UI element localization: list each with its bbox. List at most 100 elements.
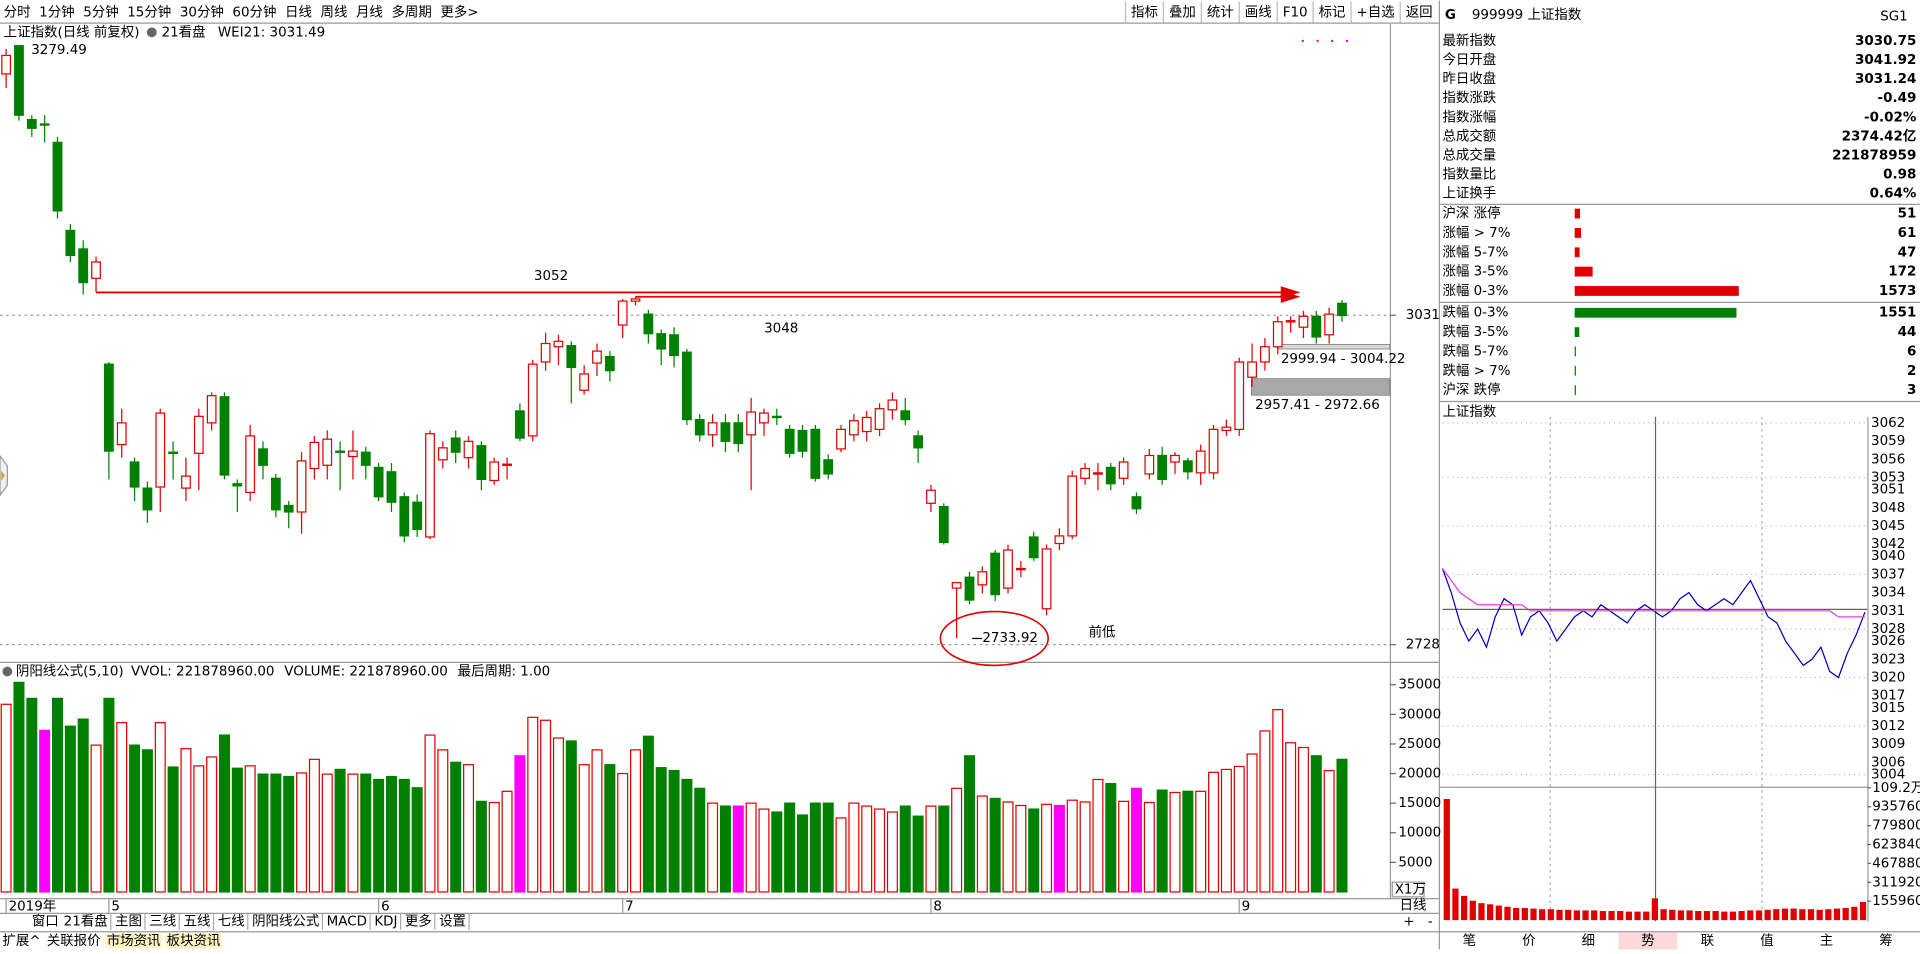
annotation-arrow: [1280, 290, 1301, 303]
intraday-volume-bar: [1547, 909, 1554, 921]
bottom-tab[interactable]: 更多: [405, 912, 432, 929]
period-tab[interactable]: 日线: [285, 5, 312, 21]
candle-body: [938, 505, 949, 544]
period-tab[interactable]: 15分钟: [127, 4, 171, 21]
period-tab[interactable]: 多周期: [391, 4, 431, 21]
volume-readout: VVOL: 221878960.00: [131, 665, 275, 680]
intraday-volume-bar: [1443, 798, 1450, 921]
tool-button[interactable]: 统计: [1207, 5, 1234, 21]
period-label[interactable]: 日线: [1400, 897, 1427, 913]
candle-body: [476, 445, 487, 480]
volume-bar: [347, 773, 359, 893]
period-tab[interactable]: 1分钟: [39, 4, 74, 21]
bottom-tab[interactable]: 七线: [218, 913, 245, 929]
tool-button[interactable]: 标记: [1319, 5, 1346, 21]
candle-body: [206, 395, 217, 424]
side-button[interactable]: 值: [1760, 933, 1773, 949]
side-button[interactable]: 势: [1641, 933, 1654, 949]
volume-readout: VOLUME: 221878960.00: [284, 665, 448, 680]
breadth-label: 沪深 涨停: [1442, 205, 1500, 222]
intraday-tick-label: 3062: [1871, 416, 1905, 431]
candle-body: [181, 475, 191, 489]
candle-body: [245, 435, 256, 494]
status-item[interactable]: 扩展^: [2, 933, 40, 949]
volume-bar: [77, 718, 89, 893]
tool-button[interactable]: F10: [1283, 6, 1308, 21]
candle-body: [1080, 467, 1090, 479]
period-tab[interactable]: 更多>: [440, 4, 478, 21]
side-button[interactable]: 细: [1582, 933, 1595, 949]
low-label: 2733.92: [982, 631, 1038, 646]
intraday-volume-bar: [1625, 911, 1632, 921]
status-item[interactable]: 市场资讯: [107, 932, 161, 949]
volume-bar: [26, 697, 38, 893]
period-tab[interactable]: 分时: [4, 5, 31, 21]
intraday-volume-bar: [1669, 909, 1676, 921]
volume-bar: [1297, 746, 1309, 893]
candle-body: [682, 351, 692, 421]
intraday-tick-label: 3028: [1871, 622, 1905, 637]
candle-body: [322, 438, 333, 466]
bottom-tab[interactable]: MACD: [327, 914, 367, 929]
tool-button[interactable]: 返回: [1406, 5, 1433, 21]
period-tab[interactable]: 月线: [356, 5, 383, 21]
zoom-button[interactable]: +: [1403, 914, 1414, 929]
candle-body: [360, 451, 371, 466]
period-tab[interactable]: 5分钟: [83, 4, 118, 21]
zoom-button[interactable]: -: [1428, 914, 1433, 929]
side-button[interactable]: 主: [1820, 933, 1833, 949]
volume-bar: [822, 802, 834, 893]
intraday-volume-bar: [1521, 907, 1528, 921]
intraday-title: 上证指数: [1442, 404, 1496, 420]
volume-icon: [2, 666, 13, 677]
breadth-bar: [1574, 286, 1739, 296]
volume-bar: [848, 802, 860, 893]
bottom-tab[interactable]: 五线: [184, 913, 211, 929]
support-zone: [1251, 378, 1391, 396]
tool-button[interactable]: +自选: [1357, 5, 1395, 21]
side-button[interactable]: 联: [1701, 933, 1714, 949]
volume-bar: [1310, 755, 1322, 893]
candle-body: [515, 410, 525, 439]
tool-button[interactable]: 画线: [1245, 5, 1272, 21]
volume-bar: [861, 805, 873, 893]
intraday-volume-bar: [1513, 907, 1520, 921]
bottom-tab[interactable]: 主图: [115, 913, 142, 929]
high-label: 3279.49: [31, 43, 87, 58]
intraday-volume-bar: [1487, 904, 1494, 921]
side-button[interactable]: 价: [1522, 934, 1536, 949]
period-tab[interactable]: 周线: [321, 5, 348, 21]
candle-body: [1144, 454, 1155, 475]
side-button[interactable]: 笔: [1463, 933, 1476, 949]
intraday-volume-bar: [1721, 911, 1728, 921]
breadth-value: 3: [1907, 383, 1916, 398]
candle-body: [283, 504, 294, 513]
status-item[interactable]: 关联报价: [47, 933, 101, 949]
candle-body: [1311, 315, 1322, 338]
bottom-tab[interactable]: 阴阳线公式: [252, 913, 319, 929]
volume-bar: [257, 773, 269, 893]
volume-bar: [1092, 778, 1104, 893]
status-item[interactable]: 板块资讯: [167, 933, 221, 949]
volume-bar: [129, 744, 141, 893]
volume-bar: [1028, 808, 1040, 893]
candle-body: [39, 123, 50, 126]
breadth-bar: [1574, 365, 1576, 376]
candle-body: [707, 422, 718, 436]
side-button[interactable]: 筹: [1879, 932, 1892, 949]
volume-bar: [655, 767, 667, 893]
candle-body: [52, 141, 63, 212]
tool-button[interactable]: 指标: [1131, 5, 1158, 21]
period-tab[interactable]: 60分钟: [232, 4, 276, 21]
candle-body: [26, 118, 37, 129]
candle-body: [232, 483, 243, 487]
volume-bar: [231, 767, 243, 893]
bottom-tab[interactable]: 三线: [149, 913, 176, 929]
window-toggle[interactable]: 窗口: [32, 912, 59, 929]
tool-button[interactable]: 叠加: [1169, 5, 1196, 21]
intraday-volume-bar: [1573, 910, 1580, 921]
period-tab[interactable]: 30分钟: [180, 4, 224, 21]
bottom-tab[interactable]: KDJ: [374, 914, 397, 929]
bottom-tab[interactable]: 设置: [439, 913, 466, 929]
bottom-tab[interactable]: 21看盘: [64, 912, 108, 929]
